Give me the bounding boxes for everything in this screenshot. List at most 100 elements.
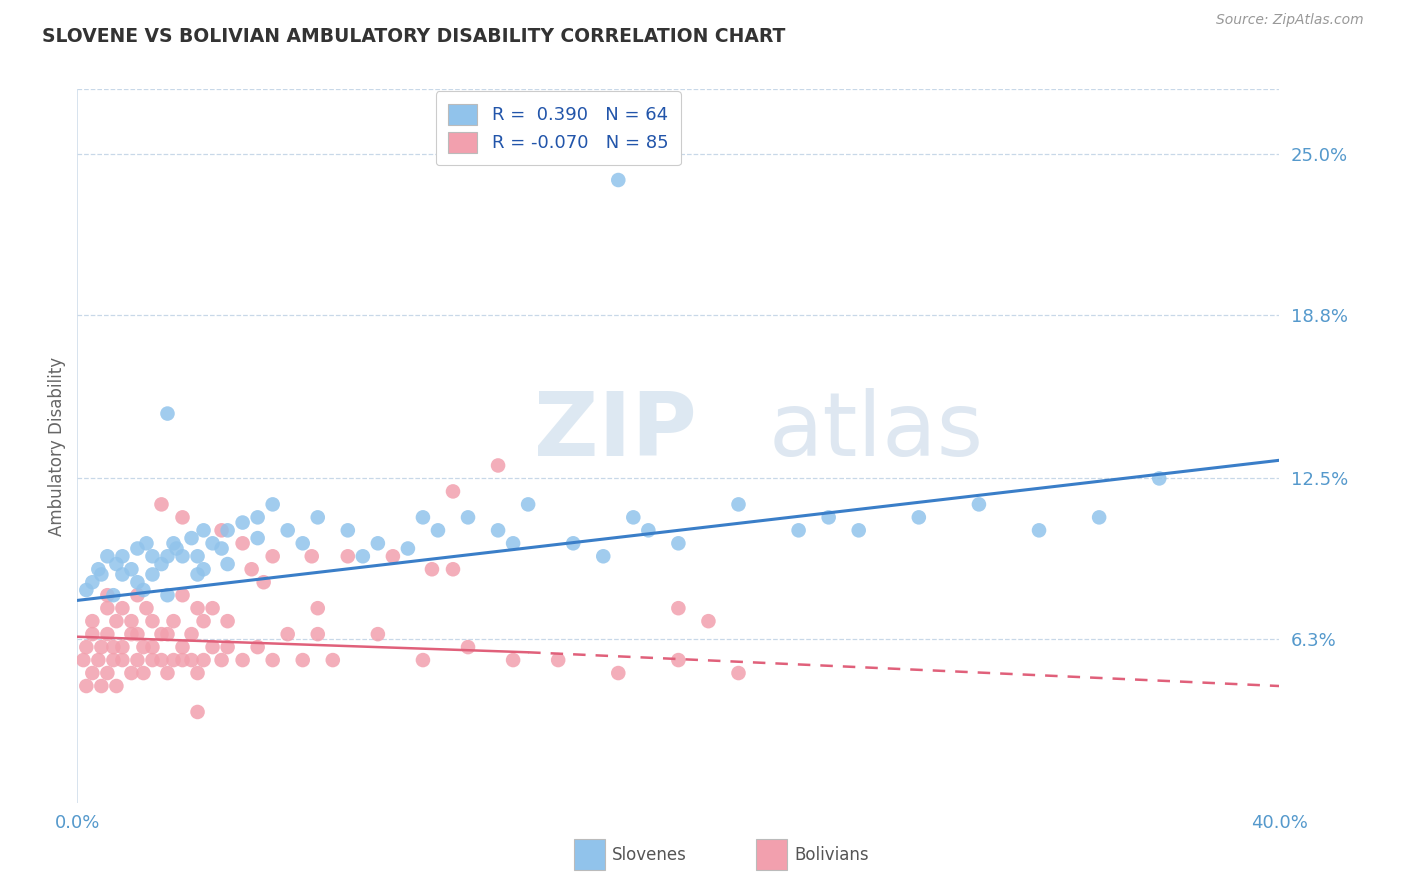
Point	[132, 640, 155, 654]
Point	[111, 640, 134, 654]
Point	[193, 562, 215, 576]
Point	[441, 484, 464, 499]
Point	[156, 588, 179, 602]
Point	[412, 653, 434, 667]
Point	[172, 549, 194, 564]
Point	[607, 173, 630, 187]
Point	[607, 666, 630, 681]
Point	[120, 614, 142, 628]
Point	[186, 705, 209, 719]
Point	[127, 653, 149, 667]
Point	[697, 614, 720, 628]
Point	[166, 541, 188, 556]
Point	[262, 497, 284, 511]
Point	[141, 653, 163, 667]
Point	[817, 510, 839, 524]
Point	[72, 653, 94, 667]
Point	[120, 562, 142, 576]
Point	[75, 640, 97, 654]
Point	[457, 640, 479, 654]
Point	[336, 524, 359, 538]
Point	[111, 567, 134, 582]
Point	[150, 653, 173, 667]
Point	[111, 601, 134, 615]
Point	[1149, 471, 1171, 485]
Point	[253, 575, 276, 590]
Point	[246, 531, 269, 545]
Point	[127, 627, 149, 641]
Point	[111, 549, 134, 564]
Point	[217, 524, 239, 538]
Text: Source: ZipAtlas.com: Source: ZipAtlas.com	[1216, 13, 1364, 28]
Point	[186, 567, 209, 582]
Point	[967, 497, 990, 511]
Point	[120, 627, 142, 641]
Point	[246, 510, 269, 524]
Point	[381, 549, 404, 564]
Point	[1028, 524, 1050, 538]
Point	[103, 588, 125, 602]
Point	[592, 549, 614, 564]
Point	[277, 524, 299, 538]
Point	[180, 653, 202, 667]
Text: SLOVENE VS BOLIVIAN AMBULATORY DISABILITY CORRELATION CHART: SLOVENE VS BOLIVIAN AMBULATORY DISABILIT…	[42, 27, 786, 45]
Point	[232, 653, 254, 667]
Point	[127, 575, 149, 590]
Point	[396, 541, 419, 556]
Point	[486, 524, 509, 538]
Point	[96, 627, 118, 641]
Point	[502, 653, 524, 667]
Text: Slovenes: Slovenes	[612, 846, 686, 863]
Point	[232, 536, 254, 550]
Point	[135, 601, 157, 615]
Point	[637, 524, 659, 538]
Point	[105, 614, 128, 628]
Point	[727, 497, 749, 511]
Point	[90, 640, 112, 654]
Point	[848, 524, 870, 538]
Point	[127, 541, 149, 556]
Point	[262, 549, 284, 564]
Point	[908, 510, 931, 524]
Point	[412, 510, 434, 524]
Point	[150, 557, 173, 571]
Point	[301, 549, 323, 564]
Point	[141, 567, 163, 582]
Point	[336, 549, 359, 564]
Point	[211, 524, 233, 538]
Point	[156, 666, 179, 681]
Point	[186, 549, 209, 564]
Point	[211, 653, 233, 667]
Point	[132, 582, 155, 597]
Point	[103, 640, 125, 654]
Point	[201, 640, 224, 654]
Point	[211, 541, 233, 556]
Point	[127, 588, 149, 602]
Point	[307, 601, 329, 615]
Point	[105, 679, 128, 693]
Point	[75, 582, 97, 597]
Point	[75, 679, 97, 693]
Point	[156, 627, 179, 641]
Point	[262, 653, 284, 667]
Point	[727, 666, 749, 681]
Point	[291, 653, 314, 667]
Point	[156, 549, 179, 564]
Point	[562, 536, 585, 550]
Point	[201, 601, 224, 615]
Point	[307, 627, 329, 641]
Point	[668, 653, 690, 667]
Point	[193, 653, 215, 667]
Point	[87, 562, 110, 576]
Point	[217, 614, 239, 628]
Point	[217, 640, 239, 654]
Point	[90, 567, 112, 582]
Point	[141, 549, 163, 564]
Point	[186, 601, 209, 615]
Point	[668, 601, 690, 615]
Point	[420, 562, 443, 576]
Point	[427, 524, 450, 538]
Point	[201, 536, 224, 550]
Point	[186, 666, 209, 681]
Point	[367, 536, 389, 550]
